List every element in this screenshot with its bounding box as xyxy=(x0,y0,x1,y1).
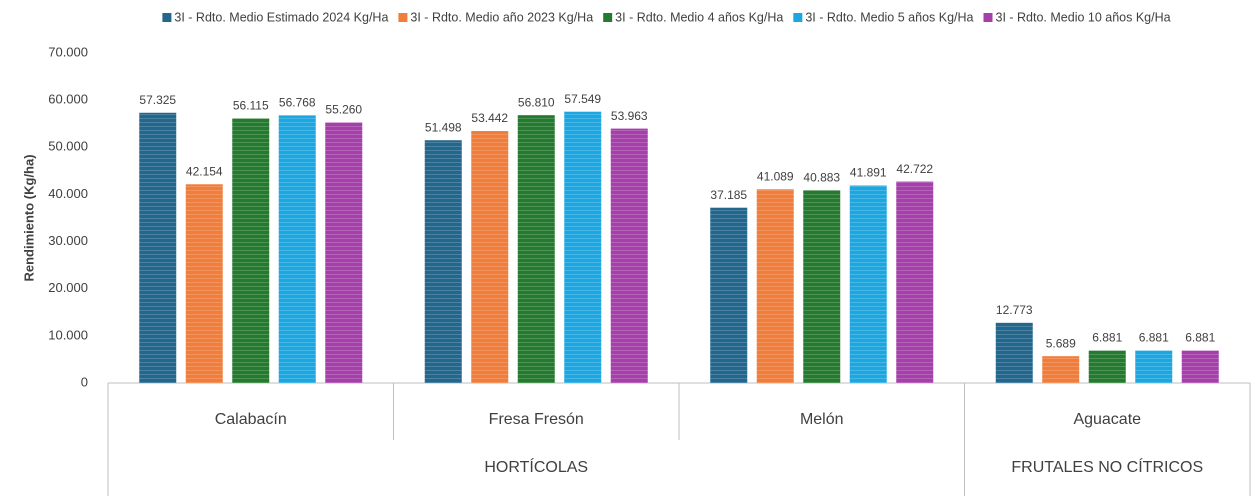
bar xyxy=(1088,350,1126,383)
data-label: 56.768 xyxy=(279,96,316,110)
legend: 3I - Rdto. Medio Estimado 2024 Kg/Ha 3I -… xyxy=(162,10,1171,24)
data-label: 53.963 xyxy=(611,109,648,123)
y-tick-label: 60.000 xyxy=(48,92,88,107)
legend-swatch xyxy=(983,13,993,22)
data-label: 53.442 xyxy=(471,111,508,125)
x-tick-label: Fresa Fresón xyxy=(489,411,584,428)
x-tick-label: Calabacín xyxy=(215,411,287,428)
data-label: 6.881 xyxy=(1185,331,1215,345)
data-label: 55.260 xyxy=(325,103,362,117)
bar xyxy=(1181,350,1219,383)
bar xyxy=(756,189,794,383)
bar xyxy=(1135,350,1173,383)
y-tick-label: 0 xyxy=(81,374,88,389)
legend-swatch xyxy=(398,13,408,22)
data-label: 41.089 xyxy=(757,169,794,183)
data-label: 6.881 xyxy=(1139,331,1169,345)
y-tick-label: 10.000 xyxy=(48,327,88,342)
bar xyxy=(471,131,509,383)
y-tick-label: 20.000 xyxy=(48,280,88,295)
bar xyxy=(896,181,934,383)
data-label: 42.722 xyxy=(896,162,933,176)
legend-label: 3I - Rdto. Medio año 2023 Kg/Ha xyxy=(410,10,593,24)
data-label: 41.891 xyxy=(850,166,887,180)
data-label: 56.115 xyxy=(233,99,269,113)
data-label: 6.881 xyxy=(1092,331,1122,345)
group-label: FRUTALES NO CÍTRICOS xyxy=(1011,457,1203,476)
data-label: 42.154 xyxy=(186,164,223,178)
group-label: HORTÍCOLAS xyxy=(484,457,588,476)
bar xyxy=(278,115,316,383)
legend-swatch xyxy=(603,13,613,22)
legend-label: 3I - Rdto. Medio 5 años Kg/Ha xyxy=(805,10,973,24)
legend-swatch xyxy=(793,13,803,22)
bar xyxy=(849,185,887,383)
x-tick-label: Aguacate xyxy=(1073,411,1141,428)
bar xyxy=(995,322,1033,383)
legend-label: 3I - Rdto. Medio 10 años Kg/Ha xyxy=(995,10,1170,24)
bar xyxy=(185,184,223,383)
data-label: 56.810 xyxy=(518,95,555,109)
bar xyxy=(517,115,555,383)
legend-swatch xyxy=(162,13,172,22)
data-label: 57.325 xyxy=(139,93,176,107)
data-label: 12.773 xyxy=(996,303,1033,317)
data-label: 57.549 xyxy=(564,92,601,106)
y-tick-label: 70.000 xyxy=(48,44,88,59)
bar xyxy=(232,118,270,383)
bar xyxy=(325,122,363,383)
legend-label: 3I - Rdto. Medio Estimado 2024 Kg/Ha xyxy=(174,10,388,24)
y-tick-label: 40.000 xyxy=(48,186,88,201)
bar xyxy=(139,112,177,383)
data-label: 40.883 xyxy=(803,170,840,184)
bar xyxy=(424,140,462,383)
bar xyxy=(710,207,748,383)
data-label: 51.498 xyxy=(425,120,462,134)
legend-label: 3I - Rdto. Medio 4 años Kg/Ha xyxy=(615,10,783,24)
bar xyxy=(1042,356,1080,383)
bar xyxy=(803,190,841,383)
bar xyxy=(610,128,648,383)
y-tick-label: 30.000 xyxy=(48,233,88,248)
y-axis-label: Rendimiento (Kg/ha) xyxy=(21,154,36,281)
data-label: 37.185 xyxy=(710,188,747,202)
x-tick-label: Melón xyxy=(800,411,844,428)
data-label: 5.689 xyxy=(1046,336,1076,350)
bar xyxy=(564,111,602,383)
y-tick-label: 50.000 xyxy=(48,139,88,154)
